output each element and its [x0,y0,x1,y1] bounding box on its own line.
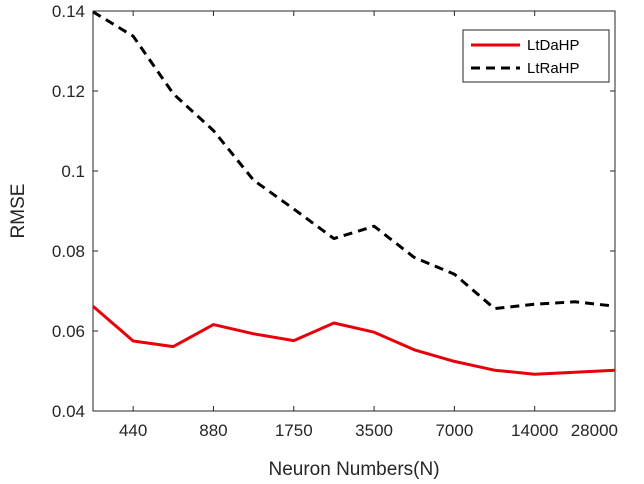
legend-label-ltdahp: LtDaHP [527,37,580,54]
x-tick-label: 3500 [355,421,393,440]
x-tick-label: 14000 [511,421,558,440]
series-layer [92,10,616,376]
y-tick-label: 0.14 [52,2,85,21]
x-tick-label: 7000 [435,421,473,440]
y-axis: 0.04 0.06 0.08 0.1 0.12 0.14 [52,2,615,421]
y-tick-label: 0.04 [52,402,85,421]
y-tick-label: 0.12 [52,82,85,101]
legend-box [462,29,610,83]
y-axis-title: RMSE [8,184,29,239]
x-axis: 440 880 1750 3500 7000 14000 28000 [119,11,618,440]
series-line-ltrahp [92,10,616,311]
legend-label-ltrahp: LtRaHP [527,60,580,77]
x-tick-label: 440 [119,421,147,440]
y-tick-label: 0.1 [61,162,85,181]
series-line-ltdahp [92,305,616,376]
y-tick-label: 0.06 [52,322,85,341]
x-axis-title: Neuron Numbers(N) [268,459,439,480]
x-tick-label: 1750 [275,421,313,440]
x-tick-label: 880 [199,421,227,440]
x-tick-label: 28000 [571,421,618,440]
legend: LtDaHP LtRaHP [462,29,610,83]
y-tick-label: 0.08 [52,242,85,261]
